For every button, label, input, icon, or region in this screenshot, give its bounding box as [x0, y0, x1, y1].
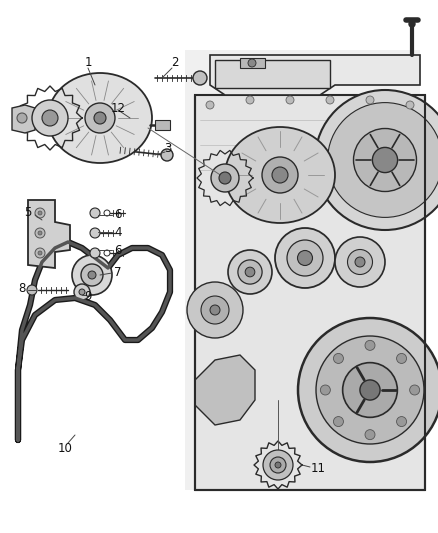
Circle shape — [396, 353, 406, 364]
Circle shape — [238, 260, 262, 284]
Circle shape — [193, 71, 207, 85]
Circle shape — [38, 231, 42, 235]
Circle shape — [297, 251, 312, 265]
Circle shape — [79, 289, 85, 295]
Text: 6: 6 — [114, 244, 122, 256]
Polygon shape — [215, 60, 330, 88]
Circle shape — [347, 249, 372, 274]
Circle shape — [326, 96, 334, 104]
Text: 1: 1 — [84, 55, 92, 69]
Circle shape — [328, 102, 438, 217]
Circle shape — [27, 285, 37, 295]
Circle shape — [262, 157, 298, 193]
Circle shape — [272, 167, 288, 183]
Circle shape — [35, 208, 45, 218]
Circle shape — [32, 100, 68, 136]
Circle shape — [298, 318, 438, 462]
Circle shape — [90, 248, 100, 258]
Circle shape — [372, 148, 398, 173]
Circle shape — [210, 305, 220, 315]
Circle shape — [35, 248, 45, 258]
Polygon shape — [185, 50, 420, 490]
Circle shape — [90, 208, 100, 218]
Circle shape — [94, 112, 106, 124]
Circle shape — [396, 417, 406, 426]
Circle shape — [355, 257, 365, 267]
Circle shape — [287, 240, 323, 276]
Circle shape — [38, 251, 42, 255]
Text: 12: 12 — [110, 101, 126, 115]
Circle shape — [85, 103, 115, 133]
Polygon shape — [195, 95, 425, 490]
Circle shape — [88, 271, 96, 279]
Circle shape — [161, 149, 173, 161]
Circle shape — [335, 237, 385, 287]
Circle shape — [90, 228, 100, 238]
Circle shape — [275, 228, 335, 288]
Circle shape — [211, 164, 239, 192]
Circle shape — [353, 128, 417, 191]
Circle shape — [246, 96, 254, 104]
Circle shape — [263, 450, 293, 480]
Text: 9: 9 — [84, 289, 92, 303]
Circle shape — [187, 282, 243, 338]
Circle shape — [320, 385, 330, 395]
Circle shape — [38, 211, 42, 215]
Circle shape — [360, 380, 380, 400]
Circle shape — [365, 341, 375, 350]
Circle shape — [42, 110, 58, 126]
Circle shape — [35, 228, 45, 238]
Polygon shape — [240, 58, 265, 68]
Circle shape — [17, 113, 27, 123]
Circle shape — [365, 430, 375, 440]
Circle shape — [406, 101, 414, 109]
Polygon shape — [195, 355, 255, 425]
Circle shape — [333, 417, 343, 426]
Circle shape — [410, 385, 420, 395]
Circle shape — [248, 59, 256, 67]
Circle shape — [315, 90, 438, 230]
Text: 5: 5 — [25, 206, 32, 219]
Circle shape — [270, 457, 286, 473]
Circle shape — [81, 264, 103, 286]
Circle shape — [409, 21, 415, 27]
Text: 4: 4 — [114, 227, 122, 239]
Circle shape — [333, 353, 343, 364]
Circle shape — [316, 336, 424, 444]
Polygon shape — [210, 55, 420, 95]
Circle shape — [206, 101, 214, 109]
Text: 2: 2 — [171, 55, 179, 69]
Polygon shape — [155, 120, 170, 130]
Text: 8: 8 — [18, 281, 26, 295]
Circle shape — [201, 296, 229, 324]
Text: 6: 6 — [114, 207, 122, 221]
Ellipse shape — [48, 73, 152, 163]
Text: 11: 11 — [311, 462, 325, 474]
Circle shape — [366, 96, 374, 104]
Circle shape — [219, 172, 231, 184]
Ellipse shape — [225, 127, 335, 223]
Polygon shape — [28, 200, 70, 268]
Polygon shape — [12, 105, 35, 133]
Circle shape — [343, 362, 397, 417]
Circle shape — [286, 96, 294, 104]
Circle shape — [275, 462, 281, 468]
Circle shape — [228, 250, 272, 294]
Text: 10: 10 — [57, 441, 72, 455]
Circle shape — [245, 267, 255, 277]
Text: 7: 7 — [114, 265, 122, 279]
Text: 3: 3 — [164, 141, 172, 155]
Circle shape — [72, 255, 112, 295]
Circle shape — [74, 284, 90, 300]
